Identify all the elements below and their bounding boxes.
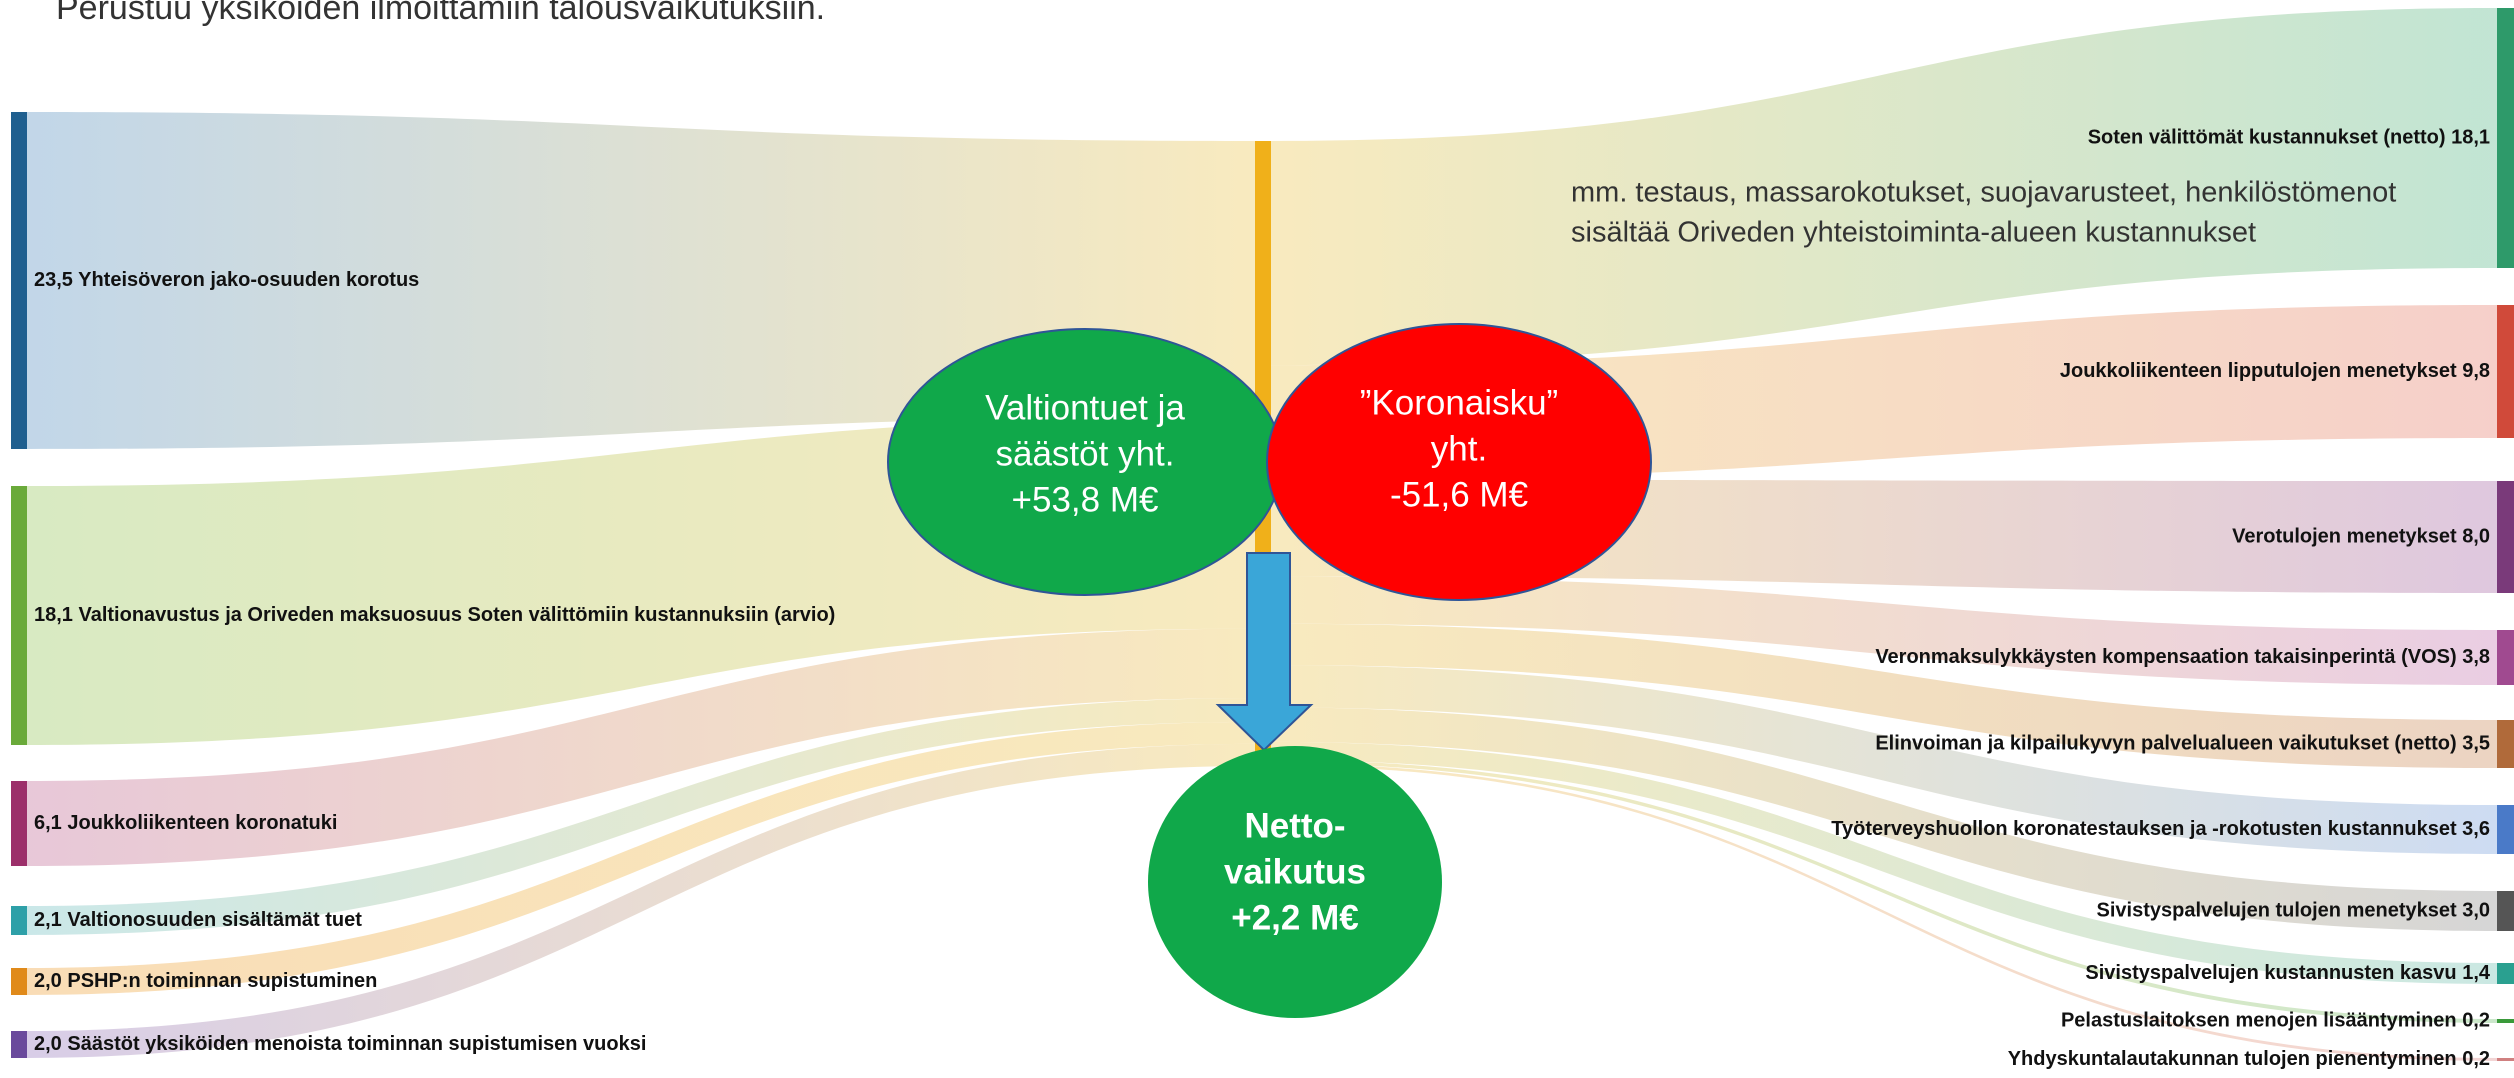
flow — [1271, 759, 2497, 1023]
flow — [27, 628, 1255, 866]
flow — [1271, 665, 2497, 854]
flow — [27, 112, 1255, 449]
right-node — [2497, 891, 2514, 931]
left-label: 2,1 Valtionosuuden sisältämät tuet — [34, 909, 362, 931]
flow — [27, 743, 1255, 1058]
right-node — [2497, 305, 2514, 438]
flow — [1271, 741, 2497, 984]
support-text: säästöt yht. — [996, 434, 1175, 473]
right-label: Sivistyspalvelujen kustannusten kasvu 1,… — [2085, 962, 2490, 984]
left-label: 18,1 Valtionavustus ja Oriveden maksuosu… — [34, 604, 835, 626]
flow — [27, 721, 1255, 995]
right-node — [2497, 720, 2514, 768]
left-node — [11, 906, 27, 935]
impact-text: yht. — [1431, 429, 1487, 468]
right-label: Yhdyskuntalautakunnan tulojen pienentymi… — [2008, 1048, 2490, 1070]
impact-bubble — [1266, 323, 1652, 601]
right-note: mm. testaus, massarokotukset, suojavarus… — [1571, 177, 2396, 209]
right-node — [2497, 805, 2514, 854]
support-text: Valtiontuet ja — [985, 388, 1185, 427]
flow — [1271, 576, 2497, 685]
left-node — [11, 1031, 27, 1058]
right-node — [2497, 1058, 2514, 1061]
arrow — [1215, 552, 1314, 752]
flow — [1271, 707, 2497, 931]
net-bubble — [1148, 746, 1442, 1018]
subtitle: Perustuu yksiköiden ilmoittamiin talousv… — [56, 0, 825, 27]
impact-text: ”Koronaisku” — [1360, 383, 1558, 422]
flows — [27, 8, 2497, 1061]
right-node — [2497, 8, 2514, 268]
left-label: 23,5 Yhteisöveron jako-osuuden korotus — [34, 269, 419, 291]
left-node — [11, 486, 27, 745]
right-node — [2497, 963, 2514, 984]
right-label: Joukkoliikenteen lipputulojen menetykset… — [2060, 360, 2490, 382]
right-note: sisältää Oriveden yhteistoiminta-alueen … — [1571, 217, 2256, 249]
right-node — [2497, 630, 2514, 685]
net-text: vaikutus — [1224, 852, 1366, 891]
right-label: Elinvoiman ja kilpailukyvyn palvelualuee… — [1875, 732, 2490, 754]
flow — [1271, 623, 2497, 768]
right-label: Pelastuslaitoksen menojen lisääntyminen … — [2061, 1009, 2490, 1031]
left-node — [11, 112, 27, 449]
right-node — [2497, 1019, 2514, 1023]
right-label: Verotulojen menetykset 8,0 — [2232, 525, 2490, 547]
left-label: 2,0 PSHP:n toiminnan supistuminen — [34, 970, 377, 992]
right-label: Veronmaksulykkäysten kompensaation takai… — [1875, 646, 2490, 668]
right-label: Työterveyshuollon koronatestauksen ja -r… — [1831, 818, 2490, 840]
left-node — [11, 968, 27, 995]
left-node — [11, 781, 27, 866]
right-node — [2497, 481, 2514, 593]
net-text: Netto- — [1244, 806, 1345, 845]
right-label: Sivistyspalvelujen tulojen menetykset 3,… — [2097, 899, 2491, 921]
impact-text: -51,6 M€ — [1390, 475, 1528, 514]
left-label: 2,0 Säästöt yksiköiden menoista toiminna… — [34, 1033, 646, 1055]
net-text: +2,2 M€ — [1231, 898, 1358, 937]
left-label: 6,1 Joukkoliikenteen koronatuki — [34, 812, 337, 834]
flow — [1271, 8, 2497, 366]
flow — [27, 698, 1255, 935]
support-text: +53,8 M€ — [1012, 480, 1159, 519]
right-label: Soten välittömät kustannukset (netto) 18… — [2088, 126, 2490, 148]
flow — [1271, 763, 2497, 1061]
